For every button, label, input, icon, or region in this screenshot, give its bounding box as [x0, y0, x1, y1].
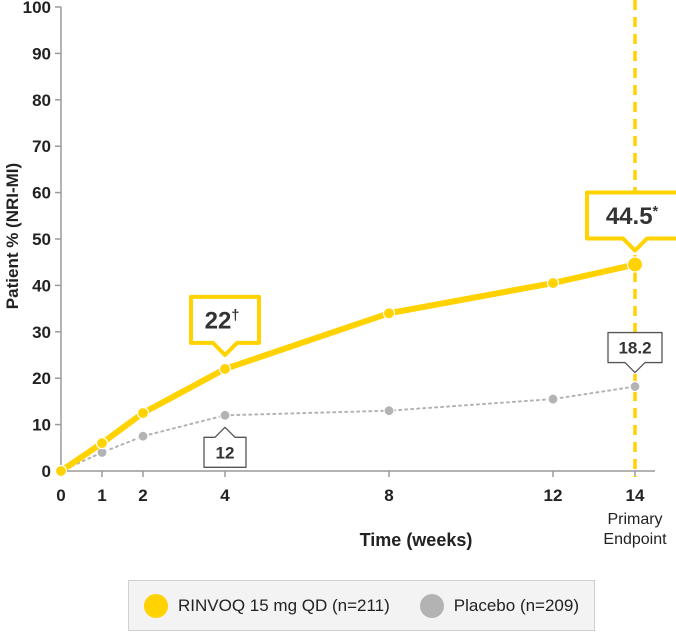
x-tick-label: 2	[138, 486, 147, 505]
y-tick-label: 90	[32, 44, 51, 63]
data-point-rinvoq	[218, 362, 232, 376]
x-tick-label: 0	[56, 486, 65, 505]
x-tick-label: 1	[97, 486, 106, 505]
callout-box	[189, 294, 261, 357]
y-tick-label: 60	[32, 184, 51, 203]
data-point-rinvoq	[382, 307, 396, 320]
series	[54, 256, 644, 478]
x-axis-title: Time (weeks)	[360, 530, 473, 550]
series-line-rinvoq	[58, 261, 638, 474]
callout-label: 12	[216, 443, 235, 462]
y-tick-label: 50	[32, 230, 51, 249]
data-point-rinvoq	[626, 256, 644, 273]
y-axis-title: Patient % (NRI-MI)	[3, 163, 22, 309]
data-point-rinvoq	[95, 437, 109, 450]
y-tick-label: 40	[32, 276, 51, 295]
x-tick-sublabel: Endpoint	[603, 531, 667, 548]
legend-swatch-placebo	[419, 593, 444, 618]
data-point-placebo	[383, 405, 395, 417]
data-point-placebo	[547, 393, 559, 405]
x-tick-label: 4	[220, 486, 230, 505]
y-tick-label: 30	[32, 323, 51, 342]
x-tick-label: 14	[626, 486, 645, 505]
callout-label: 44.5*	[606, 203, 659, 230]
legend-label-rinvoq: RINVOQ 15 mg QD (n=211)	[177, 595, 390, 615]
data-point-rinvoq	[546, 276, 560, 290]
y-axis-ticks: 0 10 20 30 40 50 60 70 80 90 100	[23, 0, 61, 481]
x-tick-label: 8	[384, 486, 393, 505]
y-tick-label: 20	[32, 369, 51, 388]
callout-box	[585, 190, 676, 253]
y-tick-label: 70	[32, 137, 51, 156]
data-point-placebo	[219, 409, 231, 421]
y-tick-label: 100	[23, 0, 51, 17]
legend: RINVOQ 15 mg QD (n=211) Placebo (n=209)	[128, 580, 595, 631]
y-tick-label: 10	[32, 416, 51, 435]
data-point-rinvoq	[136, 406, 150, 420]
data-point-rinvoq	[54, 464, 68, 478]
legend-item-rinvoq: RINVOQ 15 mg QD (n=211)	[143, 593, 390, 618]
data-point-placebo	[629, 380, 641, 393]
callout-label: 18.2	[618, 339, 651, 358]
x-tick-label: 12	[544, 486, 563, 505]
callout-box	[203, 426, 247, 468]
callout-box	[607, 331, 663, 374]
legend-item-placebo: Placebo (n=209)	[419, 593, 580, 618]
y-tick-label: 0	[42, 462, 51, 481]
x-tick-sublabel: Primary	[607, 511, 662, 528]
data-point-placebo	[137, 430, 149, 442]
legend-swatch-rinvoq	[143, 593, 168, 618]
legend-label-placebo: Placebo (n=209)	[453, 595, 580, 615]
y-tick-label: 80	[32, 91, 51, 110]
